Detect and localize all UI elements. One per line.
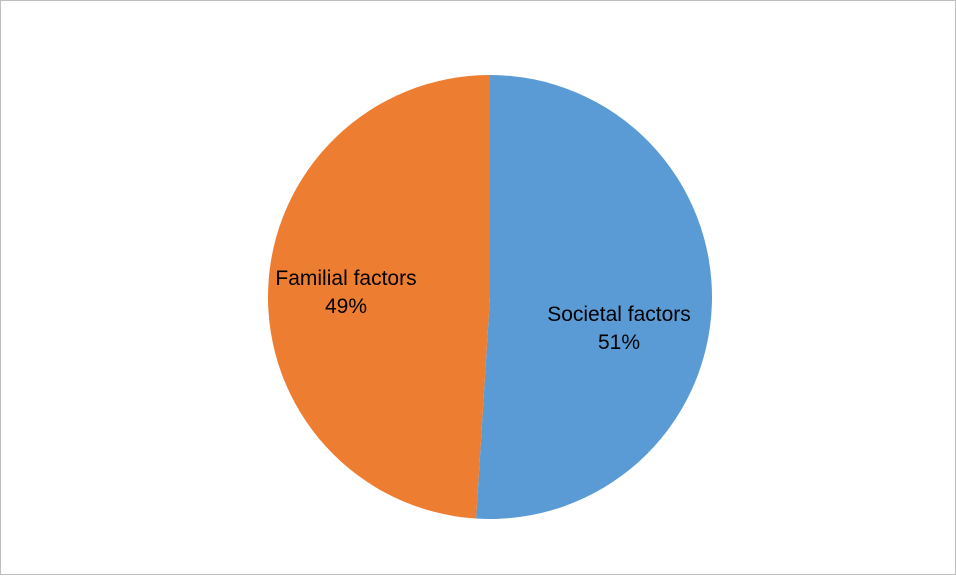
pie-slices <box>268 75 713 519</box>
slice-value-label: 49% <box>325 295 367 318</box>
slice-category-label: Familial factors <box>275 267 416 290</box>
pie-slice-societal-factors <box>476 75 713 519</box>
pie-labels: Societal factors 51% Familial factors 49% <box>275 267 690 354</box>
slice-value-label: 51% <box>598 331 640 354</box>
slice-category-label: Societal factors <box>547 303 691 326</box>
pie-slice-familial-factors <box>268 75 490 519</box>
